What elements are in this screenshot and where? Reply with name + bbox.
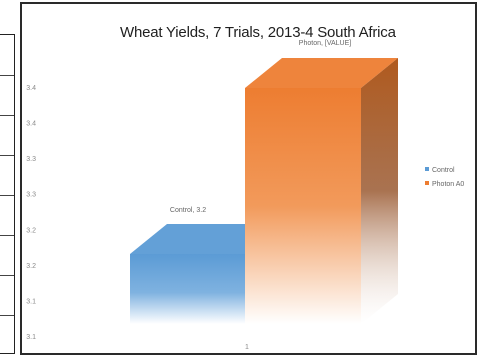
y-tick-label: 3.4 — [26, 85, 36, 92]
y-tick-label: 3.3 — [26, 192, 36, 199]
bar-side-face — [361, 58, 398, 324]
y-tick-label: 3.4 — [26, 121, 36, 128]
legend-label: Control — [432, 167, 455, 174]
bar-control — [130, 254, 246, 324]
left-panel-edge — [0, 34, 15, 354]
y-tick-label: 3.1 — [26, 334, 36, 341]
bar-top-face — [130, 224, 283, 254]
legend-label: Photon A0 — [432, 181, 464, 188]
y-tick-label: 3.1 — [26, 298, 36, 305]
x-tick-label: 1 — [245, 344, 249, 351]
data-label: Photon, [VALUE] — [299, 40, 351, 47]
legend-swatch — [425, 167, 429, 171]
y-tick-label: 3.3 — [26, 156, 36, 163]
legend-swatch — [425, 181, 429, 185]
y-tick-label: 3.2 — [26, 263, 36, 270]
data-label: Control, 3.2 — [170, 207, 206, 214]
bar-photon-a0 — [245, 88, 361, 324]
bar-top-face — [245, 58, 398, 88]
y-tick-label: 3.2 — [26, 227, 36, 234]
chart-title: Wheat Yields, 7 Trials, 2013-4 South Afr… — [120, 24, 396, 41]
